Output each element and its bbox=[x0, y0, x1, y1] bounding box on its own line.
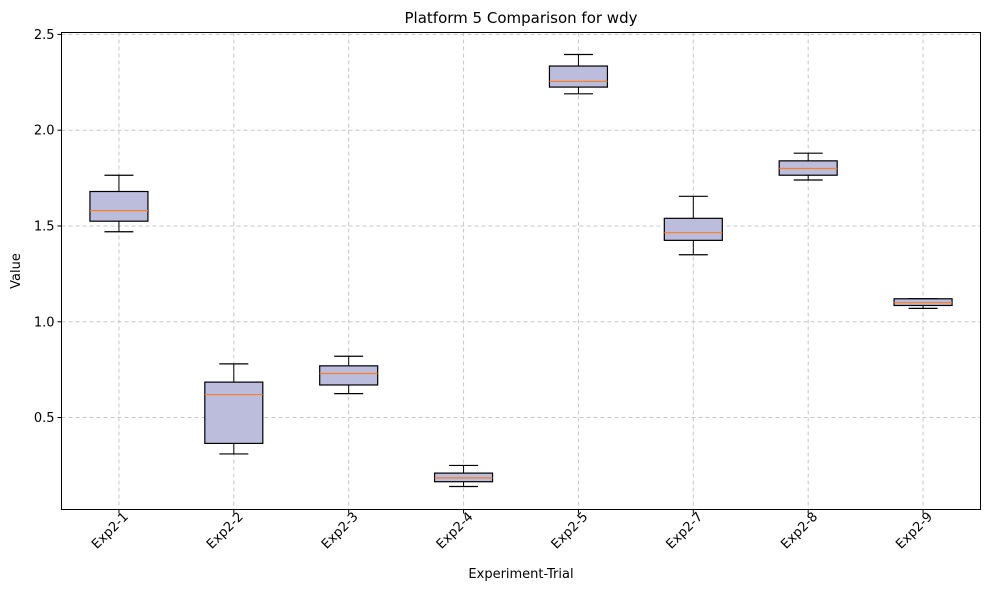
box-exp2-8 bbox=[778, 152, 838, 181]
x-tick-label: Exp2-8 bbox=[778, 510, 821, 553]
x-axis-label: Experiment-Trial bbox=[468, 567, 573, 582]
box-exp2-4 bbox=[433, 464, 494, 488]
y-tick-label: 2.0 bbox=[34, 124, 55, 139]
box-exp2-2 bbox=[204, 363, 264, 455]
iqr-box bbox=[89, 190, 149, 222]
y-tick-label: 2.5 bbox=[34, 28, 55, 43]
box-series bbox=[89, 53, 953, 488]
y-tick-label: 1.5 bbox=[34, 219, 55, 234]
box-exp2-3 bbox=[319, 355, 379, 395]
plot-frame bbox=[61, 32, 981, 510]
x-axis-ticks: Exp2-1 Exp2-2 Exp2-3 Exp2-4 Exp2-5 Exp2-7 Exp2… bbox=[89, 509, 936, 553]
box-exp2-9 bbox=[893, 298, 953, 309]
iqr-box bbox=[663, 217, 723, 241]
x-tick-label: Exp2-7 bbox=[663, 510, 706, 553]
iqr-box bbox=[548, 65, 609, 88]
x-tick-label: Exp2-4 bbox=[434, 510, 477, 553]
y-tick-label: 0.5 bbox=[34, 411, 55, 426]
x-tick-label: Exp2-2 bbox=[204, 510, 247, 553]
y-axis-ticks: 0.5 1.0 1.5 2.0 2.5 bbox=[34, 28, 62, 426]
iqr-box bbox=[204, 381, 264, 445]
grid-lines bbox=[61, 32, 981, 510]
box-exp2-7 bbox=[663, 195, 723, 256]
x-tick-label: Exp2-9 bbox=[893, 510, 936, 553]
x-tick-label: Exp2-1 bbox=[89, 510, 132, 553]
y-axis-label: Value bbox=[9, 253, 24, 289]
chart-title: Platform 5 Comparison for wdy bbox=[405, 9, 638, 27]
box-exp2-5 bbox=[548, 53, 609, 95]
x-tick-label: Exp2-5 bbox=[549, 510, 592, 553]
y-tick-label: 1.0 bbox=[34, 315, 55, 330]
box-exp2-1 bbox=[89, 174, 149, 233]
iqr-box bbox=[319, 365, 379, 386]
x-tick-label: Exp2-3 bbox=[319, 510, 362, 553]
